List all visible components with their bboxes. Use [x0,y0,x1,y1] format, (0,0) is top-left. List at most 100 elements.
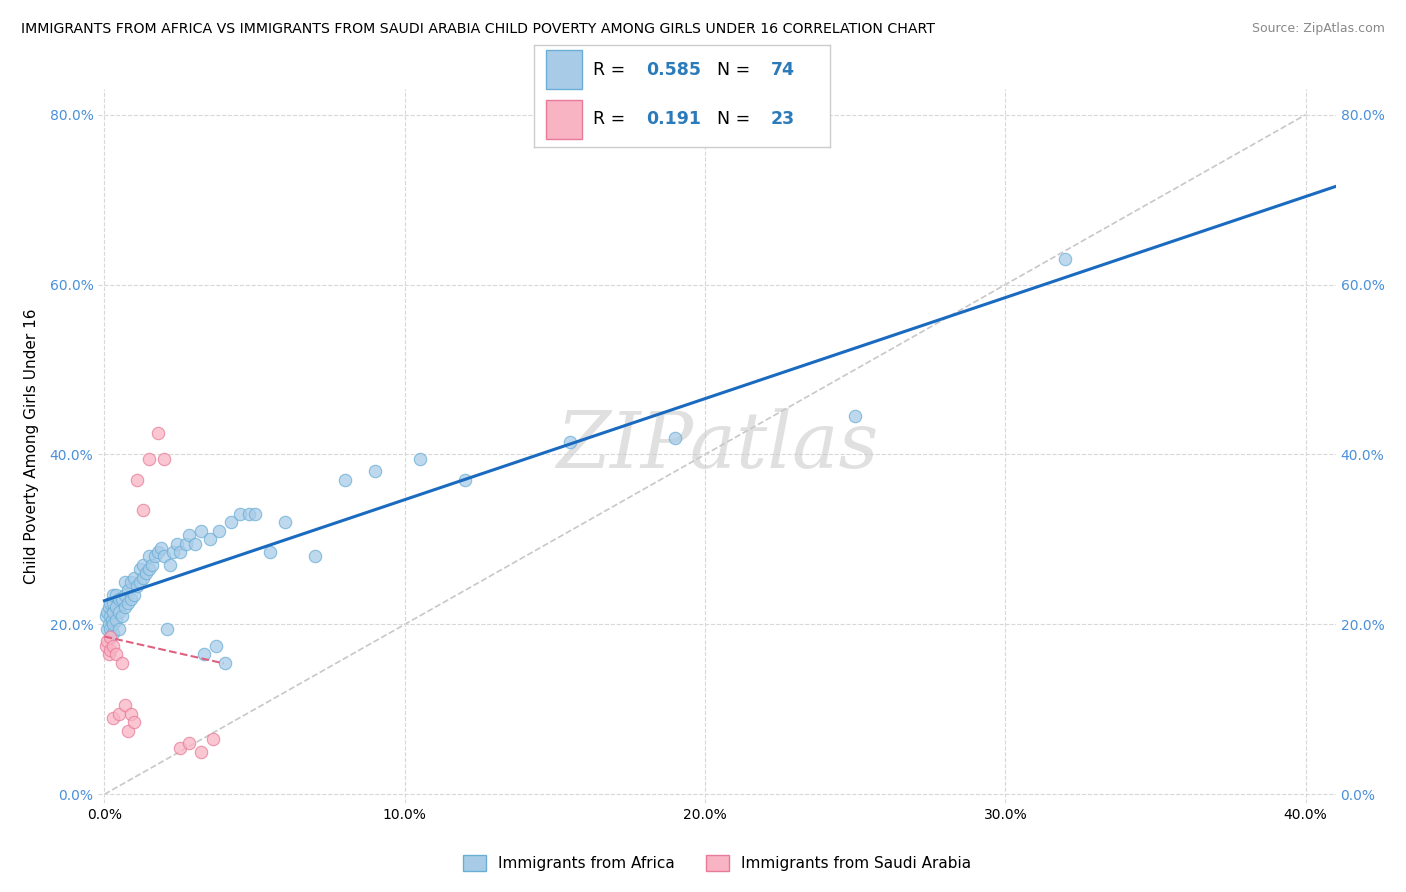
Text: 0.191: 0.191 [647,111,702,128]
Point [114,588,136,602]
Point [103,588,125,602]
Point [108,706,131,721]
Point [138,562,160,576]
Point [124,571,146,585]
Point [105,647,128,661]
Point [190,745,212,759]
Point [138,549,160,564]
Point [108,591,131,606]
Point [259,545,281,559]
Point [145,549,167,564]
Point [454,473,477,487]
Point [103,626,125,640]
Point [101,613,124,627]
Text: 74: 74 [770,62,794,79]
Point [111,591,134,606]
Point [204,639,226,653]
Point [114,698,136,712]
Point [103,711,125,725]
Point [96,634,118,648]
Point [150,541,173,555]
Point [117,583,139,598]
Text: R =: R = [593,111,637,128]
Point [409,451,432,466]
Point [105,600,128,615]
Point [169,545,191,559]
Point [114,600,136,615]
Point [111,608,134,623]
Point [243,507,266,521]
Point [162,545,184,559]
Point [304,549,326,564]
Point [190,524,212,538]
Text: Source: ZipAtlas.com: Source: ZipAtlas.com [1251,22,1385,36]
Point [105,588,128,602]
Point [120,706,142,721]
Point [108,622,131,636]
Point [108,605,131,619]
Text: IMMIGRANTS FROM AFRICA VS IMMIGRANTS FROM SAUDI ARABIA CHILD POVERTY AMONG GIRLS: IMMIGRANTS FROM AFRICA VS IMMIGRANTS FRO… [21,22,935,37]
Point [238,507,260,521]
Point [153,549,176,564]
Point [124,588,146,602]
Point [148,426,170,441]
Point [100,608,122,623]
Point [100,596,122,610]
Point [100,643,122,657]
Point [96,605,118,619]
Point [141,558,163,572]
Point [664,430,686,444]
Point [166,537,188,551]
Point [129,562,152,576]
Point [364,465,387,479]
Point [132,571,155,585]
Point [94,608,117,623]
Point [177,528,200,542]
Point [148,545,170,559]
Point [138,451,160,466]
Point [117,723,139,738]
Text: R =: R = [593,62,631,79]
Point [558,434,581,449]
Point [135,566,157,581]
Point [103,605,125,619]
Point [198,533,221,547]
Point [114,574,136,589]
Point [100,630,122,644]
Point [844,409,866,424]
Text: 0.585: 0.585 [647,62,702,79]
Point [169,740,191,755]
Text: ZIPatlas: ZIPatlas [555,408,879,484]
Point [111,656,134,670]
Point [207,524,229,538]
Point [273,516,295,530]
Text: N =: N = [717,111,756,128]
Point [117,596,139,610]
Point [193,647,215,661]
Bar [546,100,582,139]
Point [132,502,155,516]
Point [159,558,181,572]
Point [124,715,146,730]
Point [97,600,120,615]
Point [201,732,224,747]
Y-axis label: Child Poverty Among Girls Under 16: Child Poverty Among Girls Under 16 [24,309,38,583]
Point [183,537,205,551]
Point [97,617,120,632]
Point [100,622,122,636]
Point [103,617,125,632]
Point [97,647,120,661]
Point [129,574,152,589]
Point [333,473,356,487]
Point [174,537,197,551]
Point [153,451,176,466]
Point [156,622,179,636]
Point [214,656,236,670]
Point [1054,252,1077,266]
Point [132,558,155,572]
Point [100,630,122,644]
Point [219,516,242,530]
Point [120,591,142,606]
Bar [546,50,582,88]
Point [105,613,128,627]
